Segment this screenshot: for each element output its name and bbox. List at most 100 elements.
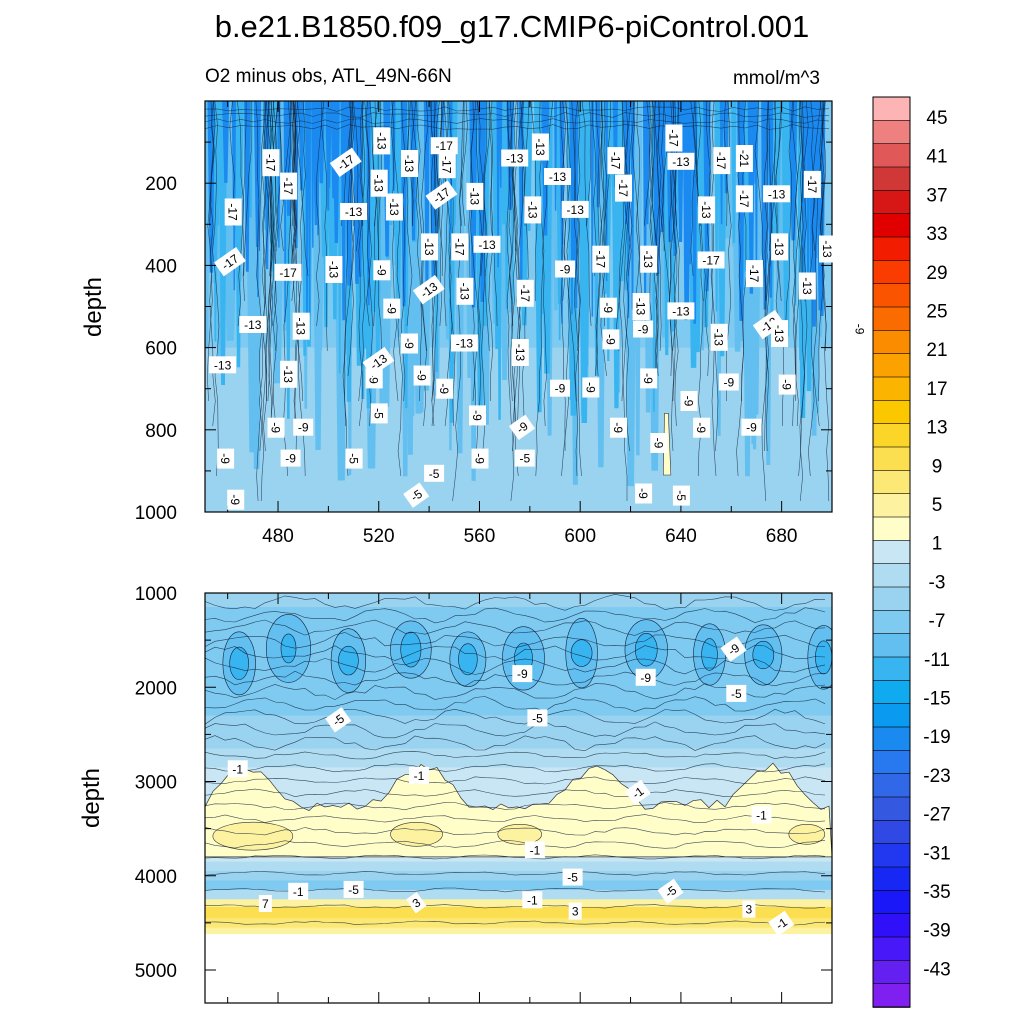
contour-label-text: -9 bbox=[636, 488, 650, 499]
contour-line bbox=[483, 101, 490, 352]
contour-label: -9 bbox=[413, 365, 431, 386]
contour-line bbox=[635, 101, 643, 327]
contour-label-text: -13 bbox=[244, 318, 262, 332]
contour-label: -13 bbox=[771, 320, 789, 348]
contour-label-box bbox=[340, 203, 368, 220]
contour-label: -13 bbox=[370, 169, 388, 197]
contour-label-text: -1 bbox=[756, 808, 767, 822]
contour-label: -13 bbox=[710, 323, 728, 351]
contour-label: -9 bbox=[610, 417, 627, 438]
contour-label-box bbox=[362, 346, 395, 377]
colorbar-tick-label: -23 bbox=[923, 766, 950, 787]
contour-field bbox=[205, 593, 832, 1003]
contour-label-text: -13 bbox=[422, 238, 436, 256]
contour-line bbox=[652, 101, 671, 302]
contour-line bbox=[273, 101, 282, 427]
contour-line bbox=[459, 101, 468, 227]
contour-label-text: -9 bbox=[694, 422, 708, 433]
colorbar-tick-label: -7 bbox=[929, 611, 946, 632]
contour-label-box bbox=[697, 251, 725, 269]
contour-label-text: -9 bbox=[298, 421, 309, 435]
contour-label: -5 bbox=[562, 868, 583, 886]
colorbar-tick-label: 21 bbox=[926, 340, 947, 361]
depth-band bbox=[205, 748, 832, 769]
contour-label-text: -13 bbox=[374, 132, 388, 150]
contour-label-box bbox=[227, 489, 245, 510]
colorbar-tick-label: 45 bbox=[926, 108, 947, 129]
contour-label-box bbox=[798, 272, 816, 300]
contour-label-text: -17 bbox=[593, 251, 607, 269]
contour-label-text: -13 bbox=[387, 198, 401, 216]
contour-line bbox=[655, 101, 660, 377]
low-o2-core bbox=[229, 646, 249, 680]
x-tick-label: 680 bbox=[766, 526, 798, 547]
contour-line bbox=[205, 607, 826, 624]
contour-label-box bbox=[640, 368, 658, 389]
contour-line bbox=[631, 101, 641, 327]
contour-label-text: -17 bbox=[440, 156, 454, 174]
colorbar-box bbox=[872, 120, 911, 145]
contour-label-box bbox=[438, 151, 456, 179]
contour-label-text: -9 bbox=[560, 263, 571, 277]
y-tick-label: 400 bbox=[145, 256, 177, 277]
contour-label-text: -13 bbox=[457, 283, 471, 301]
y-tick-label: 200 bbox=[145, 174, 177, 195]
y-axis-label-upper: depth bbox=[80, 277, 107, 337]
contour-label-text: -13 bbox=[294, 318, 308, 336]
contour-label-box bbox=[592, 245, 610, 273]
contour-label: 7 bbox=[258, 895, 272, 912]
contour-label: -13 bbox=[632, 293, 650, 320]
contour-label: -1 bbox=[624, 779, 651, 806]
contour-label-box bbox=[768, 910, 795, 937]
contour-label-text: -13 bbox=[478, 238, 496, 252]
contour-label: -13 bbox=[401, 150, 418, 177]
contour-label: -13 bbox=[640, 245, 658, 273]
low-o2-core bbox=[634, 633, 658, 667]
contour-label: -13 bbox=[421, 233, 439, 261]
contour-label: -17 bbox=[451, 233, 469, 261]
contour-label: -9 bbox=[851, 319, 869, 340]
contour-line bbox=[488, 101, 498, 327]
contour-label: -5 bbox=[672, 485, 690, 506]
contour-label-box bbox=[267, 417, 285, 438]
contour-label: -13 bbox=[763, 185, 791, 203]
contour-line bbox=[369, 101, 378, 227]
contour-label-box bbox=[370, 403, 388, 424]
contour-label: -13 bbox=[280, 360, 298, 388]
contour-label-box bbox=[373, 127, 391, 155]
contour-label-text: -13 bbox=[214, 358, 232, 372]
colorbar-tick-label: -35 bbox=[923, 882, 950, 903]
contour-label-text: -13 bbox=[772, 238, 786, 256]
contour-label-box bbox=[672, 485, 690, 506]
contour-line bbox=[754, 101, 767, 302]
contour-label-text: -5 bbox=[347, 453, 361, 464]
contour-line bbox=[205, 593, 826, 611]
y-tick-label: 4000 bbox=[135, 867, 177, 888]
colorbar-box bbox=[872, 773, 911, 798]
contour-label-box bbox=[771, 233, 789, 261]
plot-frame bbox=[204, 592, 833, 1004]
units-label: mmol/m^3 bbox=[733, 68, 820, 89]
contour-label-box bbox=[524, 841, 545, 859]
low-o2-streak bbox=[391, 101, 396, 191]
contour-label: -1 bbox=[524, 841, 545, 859]
contour-label: 3 bbox=[568, 902, 582, 920]
colorbar-box bbox=[872, 330, 911, 355]
depth-band bbox=[205, 927, 832, 936]
low-o2-streak bbox=[325, 101, 332, 189]
contour-label: -9 bbox=[741, 418, 762, 436]
contour-line bbox=[205, 118, 830, 124]
contour-label: -9 bbox=[599, 297, 617, 318]
contour-line bbox=[416, 101, 427, 352]
contour-label: -13 bbox=[524, 196, 542, 224]
depth-band bbox=[205, 899, 832, 908]
contour-label: -13 bbox=[698, 196, 716, 224]
colorbar-box bbox=[872, 353, 911, 378]
contour-label-text: -9 bbox=[473, 453, 487, 464]
contour-label-box bbox=[262, 149, 280, 177]
contour-label: -17 bbox=[713, 147, 731, 175]
colorbar-box bbox=[872, 936, 911, 962]
contour-label-box bbox=[258, 895, 272, 912]
contour-label-box bbox=[710, 323, 728, 351]
contour-label-box bbox=[635, 483, 653, 504]
